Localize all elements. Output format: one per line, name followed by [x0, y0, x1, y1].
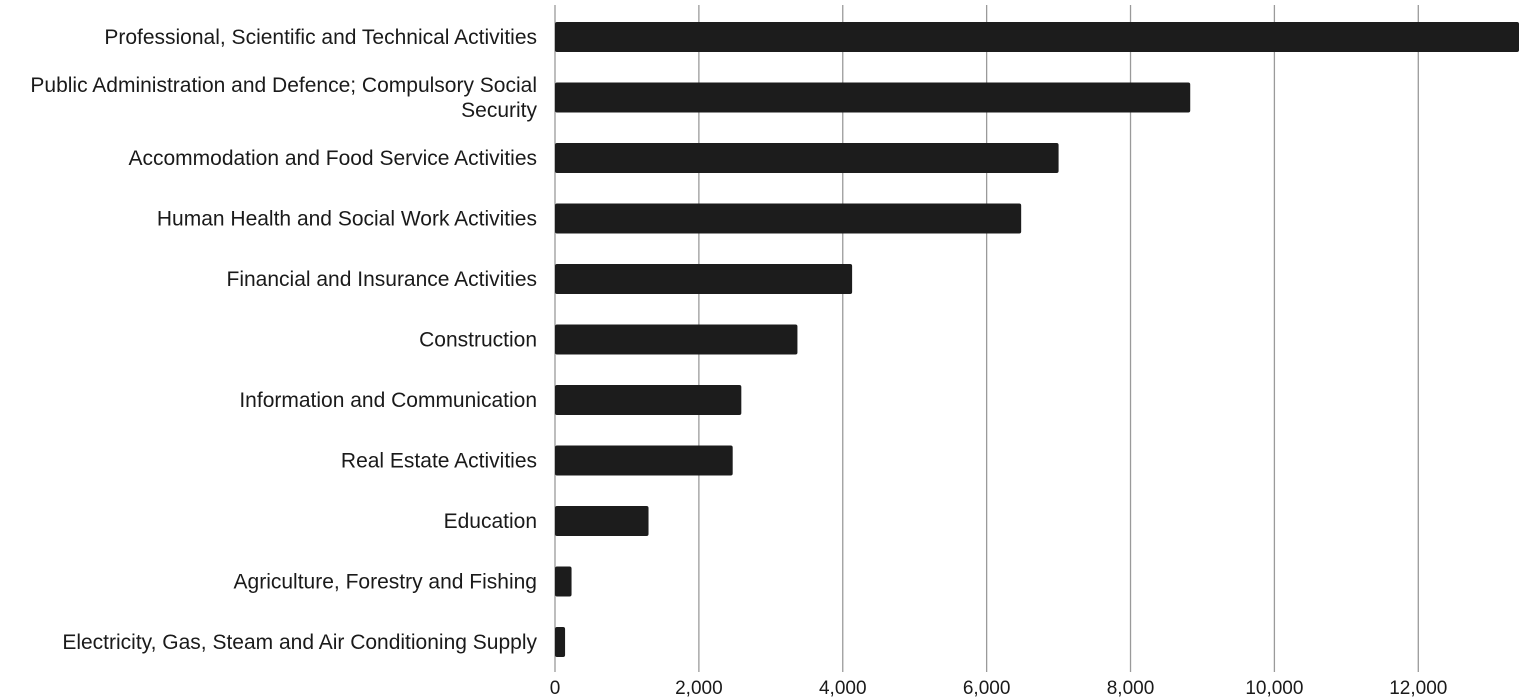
bar — [555, 83, 1190, 113]
bar — [555, 143, 1059, 173]
category-label: Human Health and Social Work Activities — [157, 208, 537, 231]
x-axis-ticks: 0 2,000 4,000 6,000 8,000 10,000 12,000 — [550, 678, 1448, 698]
x-tick-label: 10,000 — [1245, 678, 1303, 698]
category-label: Information and Communication — [239, 389, 537, 412]
x-tick-label: 6,000 — [963, 678, 1011, 698]
category-label: Professional, Scientific and Technical A… — [104, 26, 537, 49]
bar — [555, 627, 565, 657]
category-label: Public Administration and Defence; Compu… — [30, 74, 537, 97]
category-label: Electricity, Gas, Steam and Air Conditio… — [62, 631, 537, 654]
x-tick-label: 2,000 — [675, 678, 723, 698]
x-tick-label: 0 — [550, 678, 561, 698]
category-label: Construction — [419, 329, 537, 352]
category-labels: Professional, Scientific and Technical A… — [30, 26, 537, 654]
category-label: Agriculture, Forestry and Fishing — [234, 571, 537, 594]
bar — [555, 325, 797, 355]
category-label: Accommodation and Food Service Activitie… — [128, 147, 537, 170]
category-label: Security — [461, 99, 537, 122]
x-tick-label: 8,000 — [1107, 678, 1155, 698]
x-tick-label: 4,000 — [819, 678, 867, 698]
category-label: Education — [444, 510, 537, 533]
bars — [555, 22, 1519, 657]
bar — [555, 446, 733, 476]
category-label: Real Estate Activities — [341, 450, 537, 473]
bar — [555, 567, 572, 597]
x-tick-label: 12,000 — [1389, 678, 1447, 698]
bar — [555, 204, 1021, 234]
bar — [555, 22, 1519, 52]
category-label: Financial and Insurance Activities — [227, 268, 538, 291]
bar — [555, 385, 741, 415]
bar — [555, 506, 649, 536]
bar — [555, 264, 852, 294]
